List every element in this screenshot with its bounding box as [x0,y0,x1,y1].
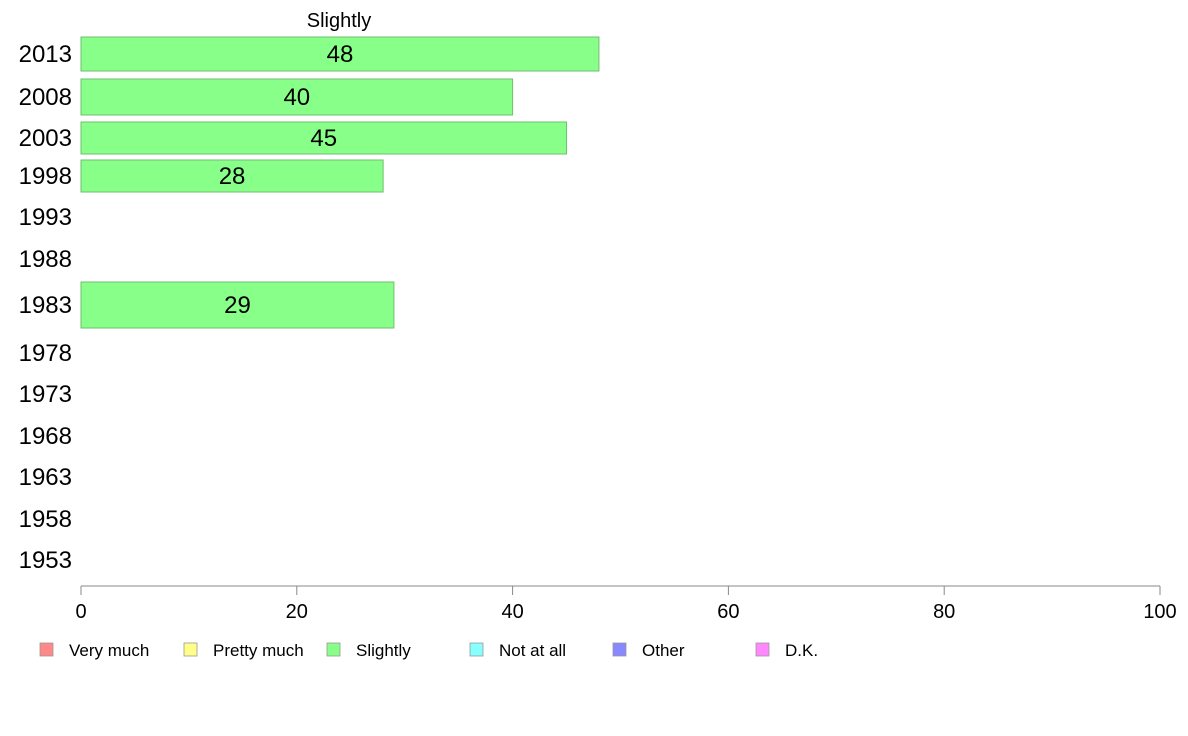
legend-label: Slightly [356,641,411,660]
legend-swatch [612,642,627,657]
x-axis: 0 20 40 60 80 100 [75,585,1177,623]
y-tick-label: 1953 [19,547,72,574]
bar-value-label: 48 [327,41,354,68]
y-tick-label: 2008 [19,84,72,111]
y-tick-label: 2013 [19,41,72,68]
y-tick-label: 1998 [19,163,72,190]
y-tick-label: 1958 [19,506,72,533]
bar-value-label: 40 [283,84,310,111]
y-tick-label: 2003 [19,125,72,152]
bar [80,36,600,72]
legend-label: D.K. [785,641,818,660]
x-tick-label: 40 [501,601,523,623]
legend: Very much Pretty much Slightly Not at all Ot… [39,641,818,660]
legend-label: Other [642,641,685,660]
y-axis-labels: 2013 2008 2003 1998 1993 1988 1983 1978 1973 1968… [19,41,72,574]
legend-label: Very much [69,641,149,660]
x-tick-label: 20 [286,601,308,623]
legend-swatch [183,642,198,657]
y-tick-label: 1963 [19,464,72,491]
bar [80,281,395,329]
y-tick-label: 1978 [19,340,72,367]
bar-value-label: 45 [310,125,337,152]
bar-value-label: 28 [219,163,246,190]
legend-swatch [755,642,770,657]
y-tick-label: 1983 [19,292,72,319]
legend-label: Not at all [499,641,566,660]
y-tick-label: 1973 [19,381,72,408]
legend-swatch [326,642,341,657]
bars [80,36,600,329]
bar [80,121,568,155]
x-tick-label: 80 [933,601,955,623]
x-tick-label: 0 [75,601,86,623]
x-tick-label: 100 [1143,601,1176,623]
legend-swatch [469,642,484,657]
bar [80,159,384,193]
y-tick-label: 1988 [19,246,72,273]
x-tick-label: 60 [717,601,739,623]
legend-label: Pretty much [213,641,304,660]
bar-value-label: 29 [224,292,251,319]
y-tick-label: 1968 [19,423,72,450]
legend-swatch [39,642,54,657]
bar [80,78,514,116]
chart-title: Slightly [307,10,371,32]
y-tick-label: 1993 [19,204,72,231]
